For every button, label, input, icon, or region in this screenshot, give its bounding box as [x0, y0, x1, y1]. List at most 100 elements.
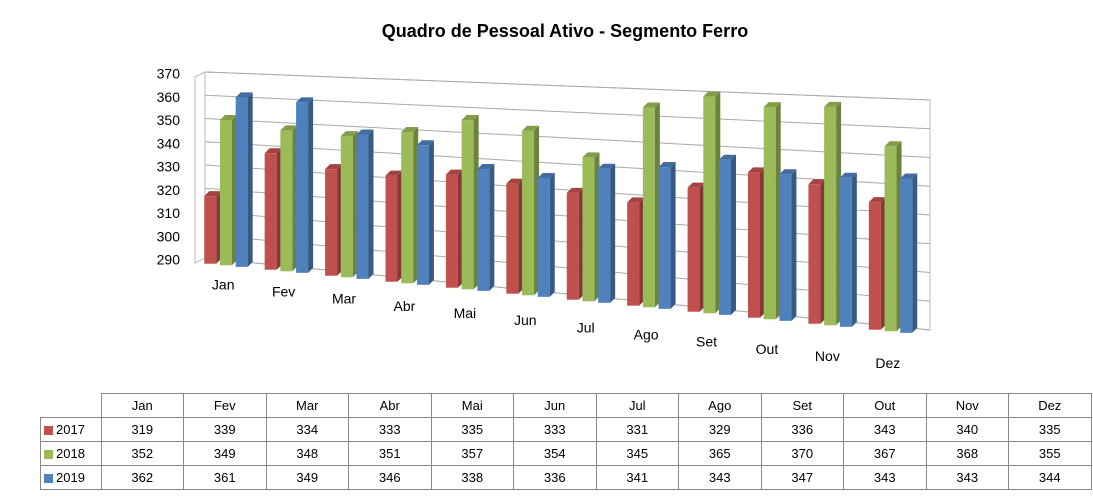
table-cell: 357 [430, 441, 514, 466]
legend-key [44, 450, 53, 459]
table-cell: 338 [430, 465, 514, 490]
table-cell: 329 [678, 417, 762, 442]
table-cell: 346 [348, 465, 432, 490]
bar-top [522, 125, 540, 131]
bar [884, 146, 897, 332]
bar [779, 174, 792, 321]
bar [687, 187, 700, 312]
legend-key [44, 474, 53, 483]
bar [340, 136, 353, 278]
bar [703, 96, 716, 314]
table-cell: 348 [265, 441, 349, 466]
bar-top [401, 127, 419, 133]
bar [537, 177, 550, 297]
bar [627, 202, 640, 306]
bar-top [642, 102, 660, 108]
x-tick-label: Dez [875, 355, 900, 371]
table-cell: 351 [348, 441, 432, 466]
table-row-header: 2017 [40, 417, 102, 442]
bar-top [537, 172, 555, 178]
bar-top [566, 187, 584, 193]
table-cell: 343 [843, 417, 927, 442]
y-tick-label: 300 [157, 228, 181, 244]
chart: Quadro de Pessoal Ativo - Segmento Ferro… [157, 21, 931, 371]
bar-side [368, 129, 374, 279]
bar-top [264, 148, 282, 154]
table-cell: 347 [760, 465, 844, 490]
table-column-header: Jul [595, 393, 679, 418]
table-cell: 334 [265, 417, 349, 442]
bar [763, 107, 776, 320]
x-tick-label: Jan [212, 276, 235, 292]
bar-side [912, 173, 918, 333]
legend-label: 2018 [56, 446, 85, 461]
table-column-header: Abr [348, 393, 432, 418]
legend-label: 2017 [56, 422, 85, 437]
bar [506, 183, 519, 294]
bar-top [658, 162, 676, 168]
y-tick-label: 290 [157, 252, 181, 268]
y-tick-label: 370 [157, 66, 181, 82]
table-cell: 367 [843, 441, 927, 466]
y-tick-label: 350 [157, 112, 181, 128]
table-cell: 349 [265, 465, 349, 490]
grid-line [204, 118, 931, 158]
table-column-header: Jan [100, 393, 184, 418]
table-cell: 355 [1008, 441, 1092, 466]
x-tick-label: Mai [454, 305, 477, 321]
bar [461, 120, 474, 290]
table-cell: 370 [760, 441, 844, 466]
bar-top [627, 197, 645, 203]
table-cell: 336 [760, 417, 844, 442]
x-tick-label: Mar [332, 291, 356, 307]
bar-side [851, 172, 857, 327]
bar [385, 175, 398, 282]
bar-top [204, 191, 222, 197]
table-cell: 352 [100, 441, 184, 466]
table-cell: 341 [595, 465, 679, 490]
table-row: 2018 352 349 348 351 357 354 345 365 370 367 368 355 [40, 441, 1092, 466]
table-cell: 361 [183, 465, 267, 490]
table-column-header: Out [843, 393, 927, 418]
table-cell: 343 [678, 465, 762, 490]
bar-top [385, 170, 403, 176]
bar [445, 174, 458, 288]
bar-top [325, 164, 343, 170]
bar [219, 120, 232, 266]
table-cell: 340 [925, 417, 1009, 442]
x-tick-label: Ago [634, 326, 659, 342]
x-tick-label: Jun [514, 312, 537, 328]
bar-top [808, 179, 826, 185]
table-cell: 331 [595, 417, 679, 442]
y-tick-label: 360 [157, 89, 181, 105]
data-table: Jan Fev Mar Abr Mai Jun Jul Ago Set Out Nov Dez 2017… [40, 393, 1092, 490]
grid-line [204, 71, 931, 101]
bar-side [308, 97, 314, 273]
grid-line [204, 141, 931, 187]
bar [477, 169, 490, 291]
table-column-header: Jun [513, 393, 597, 418]
bar-top [445, 169, 463, 175]
table-cell: 343 [925, 465, 1009, 490]
bar [264, 153, 277, 270]
bar-top [868, 197, 886, 203]
bar-top [703, 91, 721, 97]
bar-side [670, 162, 676, 309]
bar [900, 178, 913, 333]
bar-top [779, 169, 797, 175]
x-tick-label: Jul [577, 319, 595, 335]
bar [522, 130, 535, 296]
bar-top [900, 173, 918, 179]
x-tick-label: Abr [394, 298, 416, 314]
table-row-header: 2018 [40, 441, 102, 466]
table-cell: 343 [843, 465, 927, 490]
y-tick-label: 310 [157, 205, 181, 221]
bar-top [356, 129, 374, 135]
table-cell: 336 [513, 465, 597, 490]
table-column-header: Nov [925, 393, 1009, 418]
bar-side [489, 164, 495, 291]
bar-top [506, 178, 524, 184]
table-cell: 335 [1008, 417, 1092, 442]
legend-label: 2019 [56, 470, 85, 485]
table-column-header: Set [760, 393, 844, 418]
